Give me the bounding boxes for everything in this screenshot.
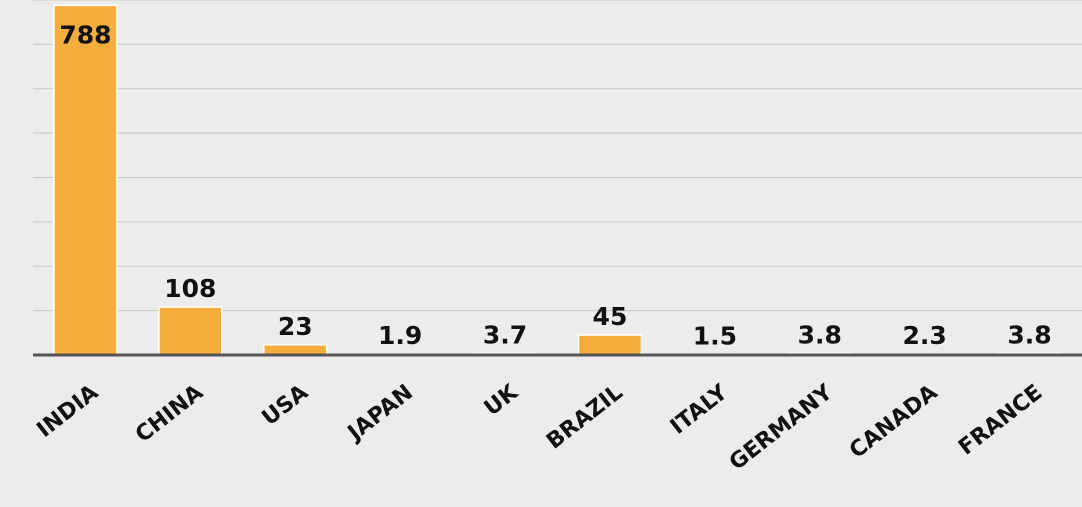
gridlines bbox=[33, 0, 1082, 312]
category-label-brazil: BRAZIL bbox=[542, 380, 627, 454]
category-label-uk: UK bbox=[480, 379, 524, 421]
category-label-germany: GERMANY bbox=[725, 379, 838, 475]
category-label-india: INDIA bbox=[33, 380, 104, 443]
data-label-japan: 1.9 bbox=[378, 321, 422, 350]
data-label-china: 108 bbox=[164, 274, 216, 303]
category-label-japan: JAPAN bbox=[342, 380, 418, 447]
data-label-usa: 23 bbox=[278, 312, 313, 341]
category-label-usa: USA bbox=[258, 380, 313, 431]
data-label-germany: 3.8 bbox=[798, 320, 842, 349]
category-label-italy: ITALY bbox=[666, 379, 733, 439]
bar-china bbox=[158, 306, 223, 356]
category-label-china: CHINA bbox=[131, 380, 208, 448]
bar-india bbox=[53, 4, 118, 356]
bar-brazil bbox=[577, 334, 643, 356]
data-label-france: 3.8 bbox=[1007, 320, 1051, 349]
data-label-brazil: 45 bbox=[593, 302, 628, 331]
category-label-canada: CANADA bbox=[845, 380, 942, 464]
data-label-uk: 3.7 bbox=[483, 320, 527, 349]
data-label-india: 788 bbox=[59, 20, 111, 49]
category-label-france: FRANCE bbox=[954, 380, 1047, 460]
data-label-italy: 1.5 bbox=[693, 321, 737, 350]
data-labels: 788 108 23 1.9 3.7 45 1.5 3.8 2.3 3.8 bbox=[59, 20, 1051, 350]
bar-usa bbox=[263, 344, 328, 356]
data-label-canada: 2.3 bbox=[903, 321, 947, 350]
